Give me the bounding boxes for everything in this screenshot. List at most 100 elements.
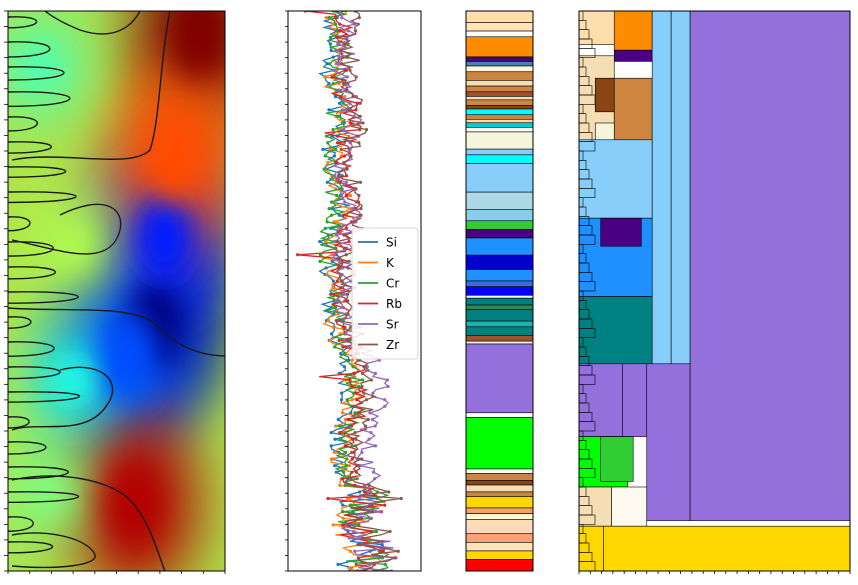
treemap-tile: [578, 525, 604, 572]
series-point-cr: [318, 259, 322, 263]
series-point-k: [331, 286, 335, 290]
series-point-si: [349, 411, 353, 415]
strip-band: [465, 320, 534, 328]
series-point-zr: [388, 529, 392, 534]
series-point-si: [328, 42, 332, 46]
series-point-zr: [336, 174, 341, 178]
series-point-zr: [360, 536, 365, 540]
strip-band: [465, 61, 534, 67]
series-point-cr: [333, 345, 337, 349]
series-point-zr: [360, 457, 364, 461]
series-point-si: [339, 351, 343, 356]
series-point-si: [329, 444, 333, 448]
series-point-sr: [334, 48, 338, 53]
series-point-cr: [344, 358, 349, 362]
series-point-si: [341, 503, 345, 507]
series-point-zr: [338, 35, 342, 39]
series-point-zr: [339, 62, 344, 66]
series-point-rb: [347, 239, 351, 244]
series-point-rb: [338, 431, 342, 435]
series-point-zr: [355, 134, 359, 138]
series-point-zr: [354, 562, 358, 567]
strip-band: [465, 480, 534, 486]
series-point-zr: [367, 483, 371, 487]
strip-band: [465, 105, 534, 110]
series-point-sr: [344, 332, 348, 336]
contour-lobe: [8, 416, 30, 429]
series-point-zr: [357, 141, 361, 145]
treemap-tile: [613, 77, 653, 141]
strip-band: [465, 294, 534, 299]
series-point-rb: [335, 35, 339, 39]
contour-lobe: [8, 366, 61, 380]
series-point-si: [321, 147, 325, 151]
series-point-zr: [364, 398, 369, 402]
strip-band: [465, 56, 534, 62]
strip-band: [465, 85, 534, 93]
series-point-rb: [341, 523, 345, 527]
series-point-sr: [373, 444, 378, 448]
series-point-cr: [348, 503, 352, 507]
series-point-sr: [373, 371, 378, 375]
series-point-sr: [367, 437, 371, 441]
strip-band: [465, 99, 534, 106]
series-point-rb: [348, 121, 352, 125]
contour-line: [11, 475, 166, 571]
contour-line: [11, 203, 122, 255]
series-point-sr: [360, 450, 364, 455]
series-point-k: [323, 239, 328, 244]
series-point-k: [348, 549, 353, 553]
contour-line: [44, 11, 141, 35]
element-lines: [296, 11, 403, 571]
series-point-zr: [347, 108, 351, 112]
series-point-zr: [353, 29, 358, 33]
series-point-cr: [322, 167, 326, 171]
series-point-k: [332, 450, 336, 455]
series-point-cr: [375, 496, 379, 501]
series-point-zr: [356, 22, 360, 26]
treemap-tile: [622, 363, 648, 437]
series-point-zr: [356, 543, 360, 547]
series-point-rb: [326, 496, 330, 501]
legend-label: Si: [386, 236, 397, 250]
series-point-zr: [339, 147, 343, 151]
series-point-k: [350, 398, 354, 402]
series-point-zr: [339, 279, 343, 283]
series-point-sr: [369, 490, 373, 494]
contour-lobe: [8, 466, 70, 480]
series-point-sr: [369, 516, 373, 520]
series-point-si: [334, 470, 338, 474]
series-point-k: [341, 516, 345, 520]
series-point-cr: [383, 562, 387, 567]
series-point-zr: [354, 200, 359, 204]
series-point-rb: [296, 253, 300, 257]
series-point-sr: [373, 424, 377, 428]
series-point-k: [325, 272, 329, 277]
strip-band: [465, 191, 534, 210]
series-point-cr: [334, 147, 338, 151]
series-point-zr: [353, 444, 358, 448]
strip-band: [465, 519, 534, 535]
strip-band: [465, 122, 534, 128]
series-point-rb: [335, 279, 339, 283]
contour-lobe: [8, 391, 80, 403]
series-point-rb: [338, 29, 342, 33]
treemap-tile: [613, 49, 653, 62]
series-point-cr: [334, 88, 338, 92]
series-point-k: [343, 417, 348, 422]
strip-band: [465, 237, 534, 256]
strip-band: [465, 229, 534, 239]
series-point-rb: [350, 457, 354, 461]
series-point-sr: [365, 365, 369, 369]
treemap-tiles: [578, 10, 851, 572]
strip-band: [465, 108, 534, 116]
series-point-zr: [360, 384, 364, 389]
series-point-k: [326, 160, 330, 165]
series-point-sr: [386, 384, 390, 389]
series-point-cr: [335, 193, 339, 198]
series-point-si: [325, 180, 329, 184]
geochem-ticks: [285, 10, 288, 572]
strip-band: [465, 507, 534, 514]
series-point-zr: [358, 114, 362, 119]
